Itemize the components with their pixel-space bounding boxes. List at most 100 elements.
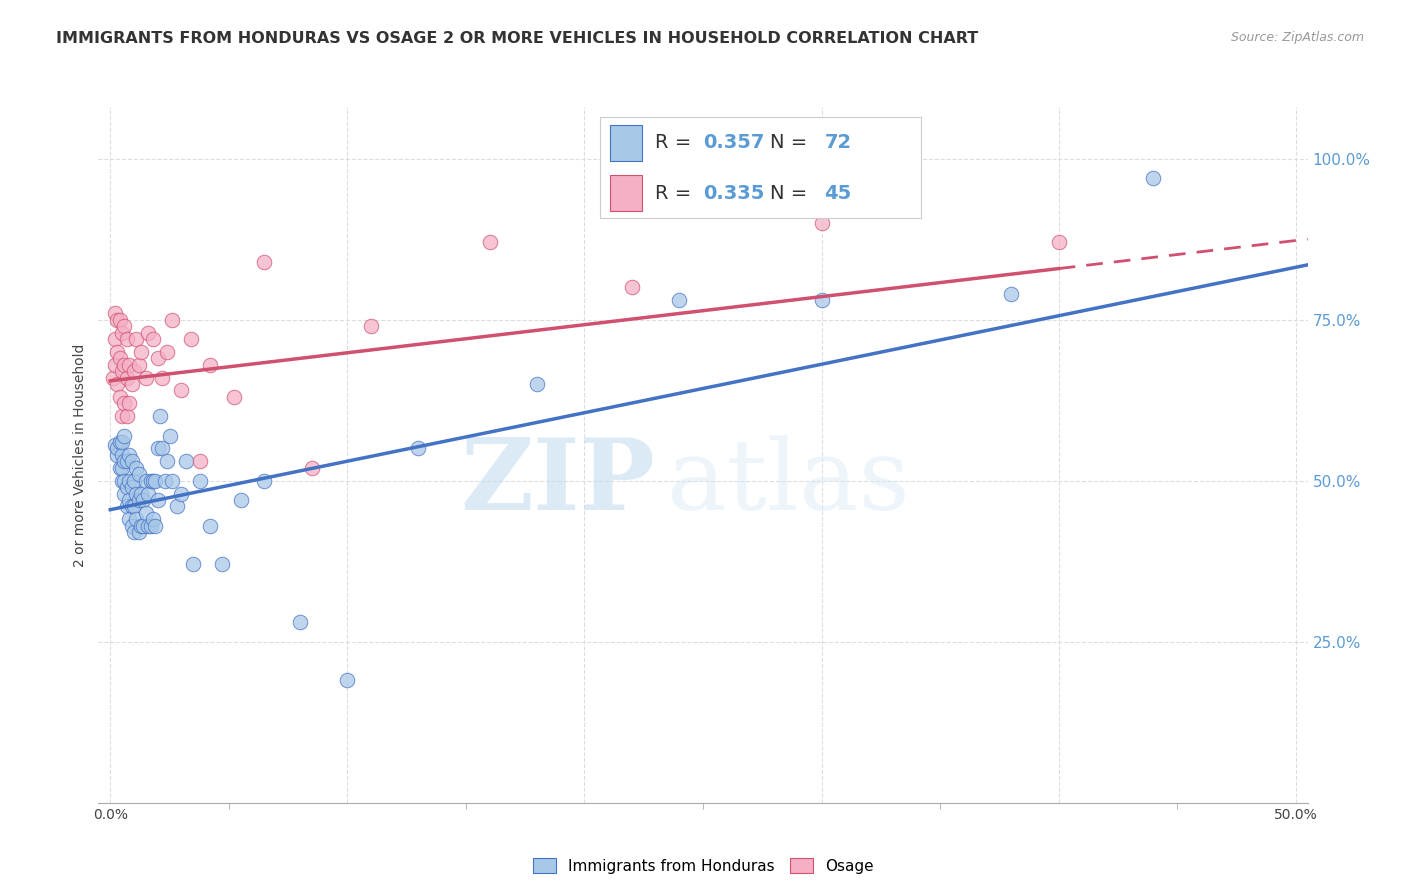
Point bbox=[139, 518, 162, 533]
Point bbox=[253, 254, 276, 268]
Point bbox=[111, 326, 134, 340]
Point bbox=[104, 306, 127, 320]
Point bbox=[288, 615, 311, 630]
Point bbox=[132, 493, 155, 508]
Point bbox=[111, 435, 134, 450]
Point bbox=[114, 319, 136, 334]
Point bbox=[149, 409, 172, 424]
Point bbox=[408, 442, 430, 456]
Point bbox=[132, 518, 155, 533]
Point bbox=[114, 486, 136, 500]
Point bbox=[478, 235, 501, 250]
Point bbox=[121, 480, 143, 494]
Point bbox=[810, 293, 832, 308]
Point bbox=[111, 448, 134, 462]
Point bbox=[142, 474, 165, 488]
Point bbox=[136, 326, 159, 340]
Text: IMMIGRANTS FROM HONDURAS VS OSAGE 2 OR MORE VEHICLES IN HOUSEHOLD CORRELATION CH: IMMIGRANTS FROM HONDURAS VS OSAGE 2 OR M… bbox=[56, 31, 979, 46]
Point bbox=[121, 454, 143, 468]
Legend: Immigrants from Honduras, Osage: Immigrants from Honduras, Osage bbox=[526, 852, 880, 880]
Point bbox=[122, 500, 145, 514]
Point bbox=[108, 312, 131, 326]
Point bbox=[118, 448, 141, 462]
Point bbox=[174, 454, 197, 468]
Point bbox=[118, 512, 141, 526]
Point bbox=[104, 332, 127, 346]
Point bbox=[222, 390, 245, 404]
Point bbox=[114, 358, 136, 372]
Point bbox=[108, 435, 131, 450]
Point bbox=[136, 518, 159, 533]
Point bbox=[122, 364, 145, 378]
Point bbox=[118, 474, 141, 488]
Point bbox=[104, 358, 127, 372]
Point bbox=[115, 332, 138, 346]
Point bbox=[105, 344, 128, 359]
Point bbox=[135, 370, 157, 384]
Point bbox=[121, 377, 143, 392]
Point bbox=[229, 493, 252, 508]
Point bbox=[142, 332, 165, 346]
Point bbox=[121, 518, 143, 533]
Point bbox=[152, 370, 174, 384]
Point bbox=[118, 358, 141, 372]
Point bbox=[115, 409, 138, 424]
Point bbox=[125, 486, 148, 500]
Point bbox=[129, 486, 152, 500]
Point bbox=[125, 460, 148, 475]
Point bbox=[135, 474, 157, 488]
Point bbox=[114, 474, 136, 488]
Point bbox=[111, 409, 134, 424]
Point bbox=[128, 493, 150, 508]
Point bbox=[180, 332, 202, 346]
Point bbox=[104, 438, 127, 452]
Point bbox=[159, 428, 181, 442]
Point bbox=[111, 460, 134, 475]
Point bbox=[111, 474, 134, 488]
Point bbox=[108, 460, 131, 475]
Point bbox=[170, 486, 193, 500]
Y-axis label: 2 or more Vehicles in Household: 2 or more Vehicles in Household bbox=[73, 343, 87, 566]
Point bbox=[139, 474, 162, 488]
Point bbox=[118, 493, 141, 508]
Point bbox=[156, 344, 179, 359]
Text: atlas: atlas bbox=[666, 435, 910, 531]
Point bbox=[115, 500, 138, 514]
Point bbox=[160, 474, 183, 488]
Point bbox=[143, 518, 166, 533]
Text: ZIP: ZIP bbox=[460, 434, 655, 532]
Point bbox=[160, 312, 183, 326]
Point bbox=[190, 474, 212, 488]
Point bbox=[128, 467, 150, 482]
Point bbox=[114, 396, 136, 410]
Point bbox=[1047, 235, 1070, 250]
Point bbox=[122, 474, 145, 488]
Point bbox=[125, 512, 148, 526]
Point bbox=[128, 358, 150, 372]
Point bbox=[146, 493, 169, 508]
Point bbox=[105, 442, 128, 456]
Point bbox=[108, 351, 131, 366]
Point bbox=[190, 454, 212, 468]
Point bbox=[146, 351, 169, 366]
Point bbox=[360, 319, 382, 334]
Point bbox=[142, 512, 165, 526]
Point bbox=[121, 500, 143, 514]
Point bbox=[152, 442, 174, 456]
Point bbox=[1000, 286, 1022, 301]
Point bbox=[114, 428, 136, 442]
Point bbox=[105, 312, 128, 326]
Point bbox=[111, 364, 134, 378]
Point bbox=[125, 332, 148, 346]
Point bbox=[211, 558, 233, 572]
Point bbox=[129, 344, 152, 359]
Point bbox=[122, 525, 145, 540]
Point bbox=[156, 454, 179, 468]
Point bbox=[810, 216, 832, 230]
Point bbox=[136, 486, 159, 500]
Point bbox=[620, 280, 643, 294]
Point bbox=[108, 390, 131, 404]
Point bbox=[170, 384, 193, 398]
Point bbox=[253, 474, 276, 488]
Point bbox=[336, 673, 359, 688]
